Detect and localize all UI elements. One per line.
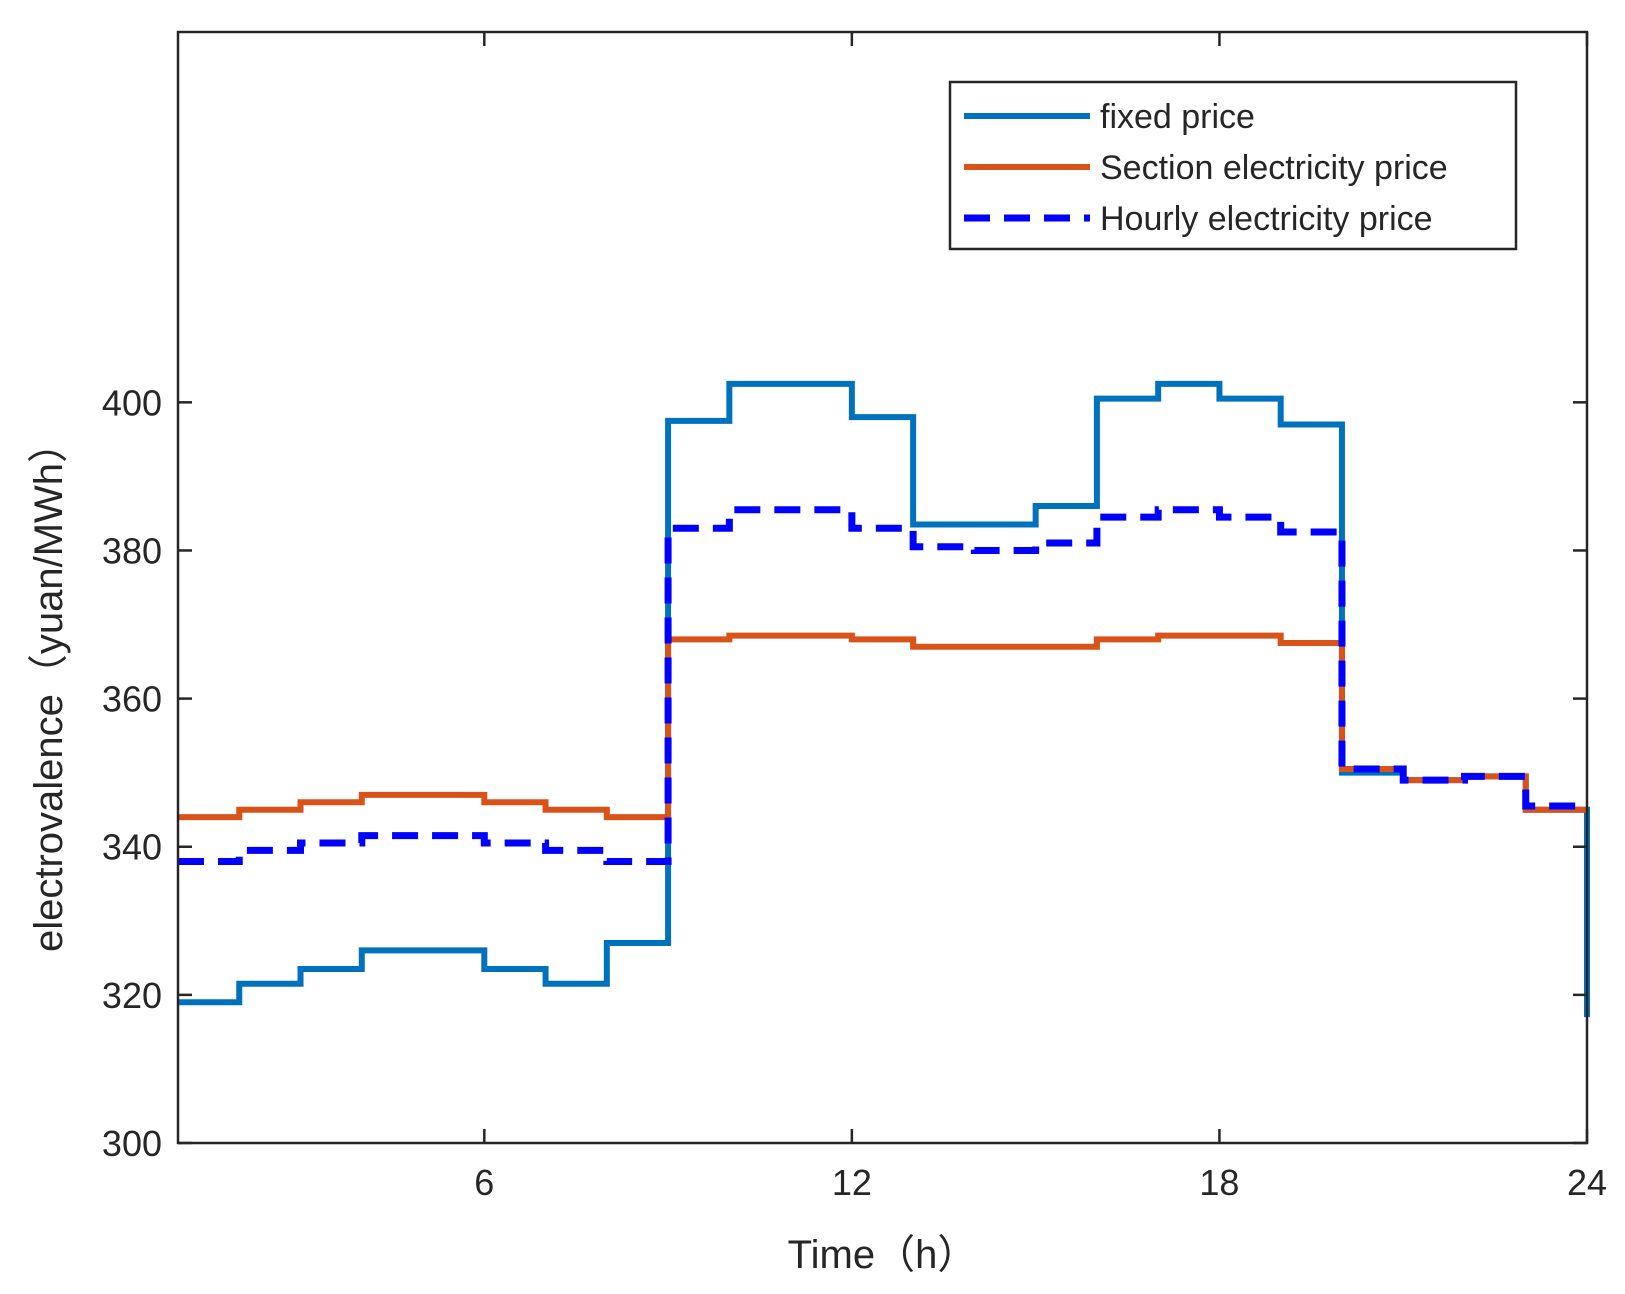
y-axis-label: electrovalence（yuan/MWh） — [27, 423, 71, 952]
y-tick-label: 300 — [102, 1123, 162, 1164]
series-layer — [178, 380, 1590, 1018]
legend: fixed price Section electricity price Hour… — [948, 80, 1518, 251]
x-tick-label: 6 — [474, 1162, 494, 1203]
legend-label-1: Section electricity price — [1100, 149, 1448, 187]
x-axis-label: Time（h） — [788, 1233, 978, 1277]
legend-label-0: fixed price — [1100, 98, 1255, 136]
series-line-2 — [178, 506, 1587, 866]
x-tick-label: 18 — [1199, 1162, 1239, 1203]
legend-label-2: Hourly electricity price — [1100, 200, 1433, 238]
y-tick-label: 380 — [102, 530, 162, 571]
axis-ticks: 6 12 18 24 300 320 340 360 380 400 — [102, 32, 1607, 1203]
x-tick-label: 24 — [1567, 1162, 1607, 1203]
plot-area-frame — [176, 30, 1589, 1145]
y-tick-label: 340 — [102, 827, 162, 868]
x-tick-label: 12 — [832, 1162, 872, 1203]
y-tick-label: 360 — [102, 679, 162, 720]
y-tick-label: 320 — [102, 975, 162, 1016]
series-line-0 — [178, 380, 1590, 1018]
y-tick-label: 400 — [102, 382, 162, 423]
